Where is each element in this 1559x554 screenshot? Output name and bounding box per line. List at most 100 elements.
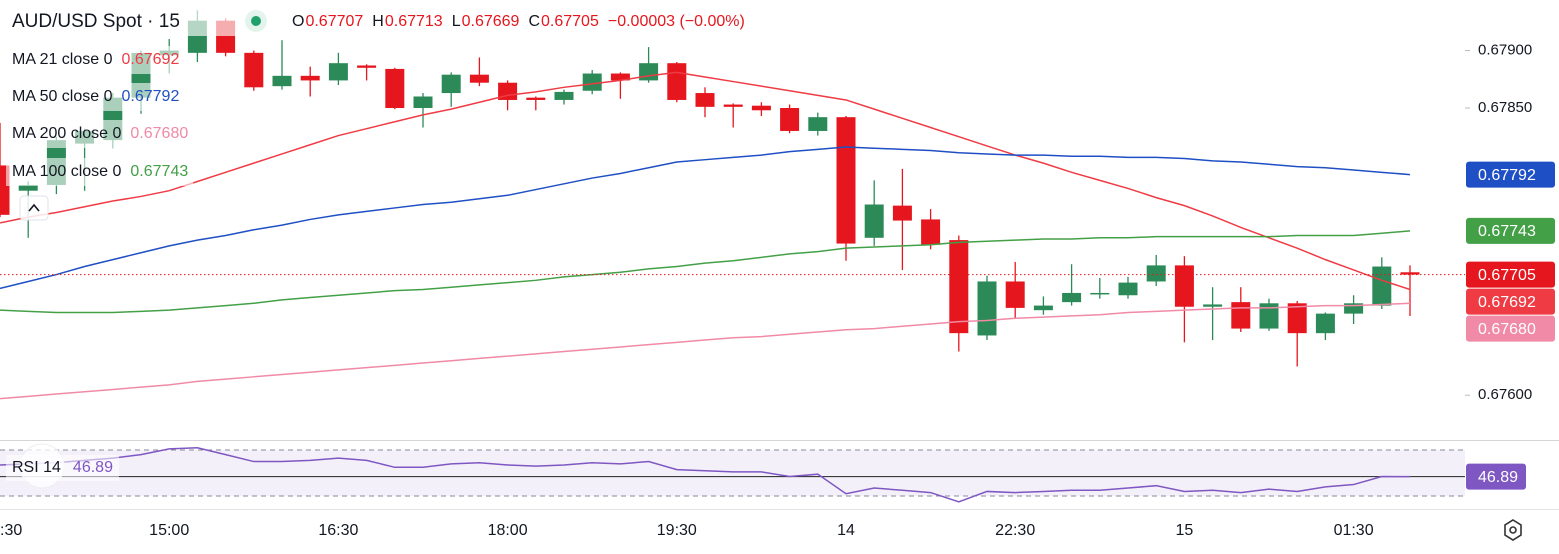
legend-name: MA 21 close 0 xyxy=(12,51,113,68)
candle-body xyxy=(1062,292,1082,303)
candle-body xyxy=(639,63,659,81)
candle-body xyxy=(0,165,10,215)
rsi-band xyxy=(0,450,1465,497)
price-axis-tag-label: 0.67743 xyxy=(1478,223,1536,240)
price-axis-tag xyxy=(1466,261,1555,288)
candle-body xyxy=(1033,305,1053,311)
x-tick-label: 15 xyxy=(1176,522,1194,539)
rsi-pane xyxy=(0,446,1465,503)
x-tick-label: 19:30 xyxy=(657,522,697,539)
rsi-line xyxy=(0,446,1411,503)
x-tick-label: 22:30 xyxy=(995,522,1035,539)
candle-body xyxy=(921,219,941,245)
ohlc-value: 0.67707 xyxy=(305,13,363,30)
rsi-axis-tag xyxy=(1466,463,1526,490)
legend-backdrop xyxy=(6,120,194,148)
candle-body xyxy=(1287,303,1307,334)
candle-body xyxy=(695,93,715,107)
axes: 0.67900 0.67850 0.67600 0.67792 0.67743 0.677… xyxy=(0,42,1555,539)
candle-body xyxy=(864,204,884,238)
x-tick-label: 14 xyxy=(837,522,855,539)
legend-backdrop xyxy=(6,83,185,111)
x-tick-label: 01:30 xyxy=(1334,522,1374,539)
candle-body xyxy=(357,65,377,68)
candle-body xyxy=(1203,304,1223,307)
ohlc-label: O xyxy=(292,13,304,30)
candle-body xyxy=(526,97,546,100)
legend-backdrop xyxy=(6,455,119,481)
candle-body xyxy=(1090,292,1110,295)
candle-body xyxy=(18,184,38,191)
legend-value: 0.67792 xyxy=(122,88,180,105)
price-axis-tag-label: 0.67692 xyxy=(1478,294,1536,311)
candle-body xyxy=(441,74,461,94)
candle-body xyxy=(723,104,743,107)
ohlc-value: 0.67713 xyxy=(385,13,443,30)
y-tick-label: 0.67600 xyxy=(1478,386,1532,403)
candle-body xyxy=(1400,272,1420,275)
price-axis-tag xyxy=(1466,315,1555,342)
price-axis-tag xyxy=(1466,217,1555,244)
legend-name: MA 50 close 0 xyxy=(12,88,113,105)
candle-body xyxy=(498,82,518,100)
ohlc-value: 0.67705 xyxy=(541,13,599,30)
settings-icon[interactable] xyxy=(1504,519,1522,541)
ohlc-label: C xyxy=(528,13,540,30)
candle-body xyxy=(1118,282,1138,296)
legend-backdrop xyxy=(6,46,185,74)
price-axis-tag xyxy=(1466,161,1555,188)
price-axis-tag xyxy=(1466,288,1555,315)
legend-value: 0.67692 xyxy=(122,51,180,68)
header-backdrop xyxy=(6,8,246,36)
candle-body xyxy=(272,75,292,87)
price-change: −0.00003 (−0.00%) xyxy=(608,13,745,30)
candle-body xyxy=(554,91,574,100)
y-tick-label: 0.67900 xyxy=(1478,42,1532,59)
rsi-axis-tag-label: 46.89 xyxy=(1478,469,1518,486)
ohlc-label: H xyxy=(372,13,384,30)
candle-body xyxy=(780,107,800,131)
ohlc-label: L xyxy=(452,13,461,30)
candle-body xyxy=(949,240,969,334)
legend-backdrop xyxy=(6,158,194,186)
x-tick-label: 18:00 xyxy=(488,522,528,539)
moving-average-line xyxy=(0,230,1411,314)
candle-body xyxy=(413,96,433,108)
candle-body xyxy=(469,74,489,83)
candle-body xyxy=(1005,281,1025,308)
market-status-dot[interactable] xyxy=(251,16,261,26)
candle-body xyxy=(892,205,912,221)
candle-body xyxy=(1344,303,1364,314)
legend-value: 0.67680 xyxy=(130,125,188,142)
candle-body xyxy=(1372,266,1392,306)
x-tick-label: 15:00 xyxy=(149,522,189,539)
candle-body xyxy=(1231,302,1251,329)
settings-hex[interactable] xyxy=(1504,519,1522,541)
candle-body xyxy=(808,117,828,131)
moving-average-line xyxy=(0,71,1411,291)
candle-body xyxy=(1174,265,1194,307)
x-tick-label: 16:30 xyxy=(318,522,358,539)
collapse-legend-button[interactable] xyxy=(19,195,49,221)
chart-title: AUD/USD Spot · 15 xyxy=(12,11,180,32)
candle-body xyxy=(582,73,602,91)
rsi-legend-name: RSI 14 xyxy=(12,459,61,476)
legend-value: 0.67743 xyxy=(130,163,188,180)
moving-average-line xyxy=(0,302,1411,400)
candle-body xyxy=(1315,313,1335,334)
x-tick-label: :30 xyxy=(0,522,22,539)
candle-body xyxy=(1146,265,1166,282)
candle-body xyxy=(751,105,771,111)
candle-body xyxy=(667,63,687,100)
candle-body xyxy=(300,75,320,81)
candle-body xyxy=(1259,303,1279,329)
price-axis-tag-label: 0.67792 xyxy=(1478,167,1536,184)
candle-body xyxy=(836,117,856,244)
legend-name: MA 100 close 0 xyxy=(12,163,122,180)
price-axis-tag-label: 0.67705 xyxy=(1478,267,1536,284)
collapse-legend-chevron[interactable] xyxy=(28,203,40,212)
candle-body xyxy=(610,73,630,81)
legend-name: MA 200 close 0 xyxy=(12,125,122,142)
settings-dot[interactable] xyxy=(1509,526,1517,534)
